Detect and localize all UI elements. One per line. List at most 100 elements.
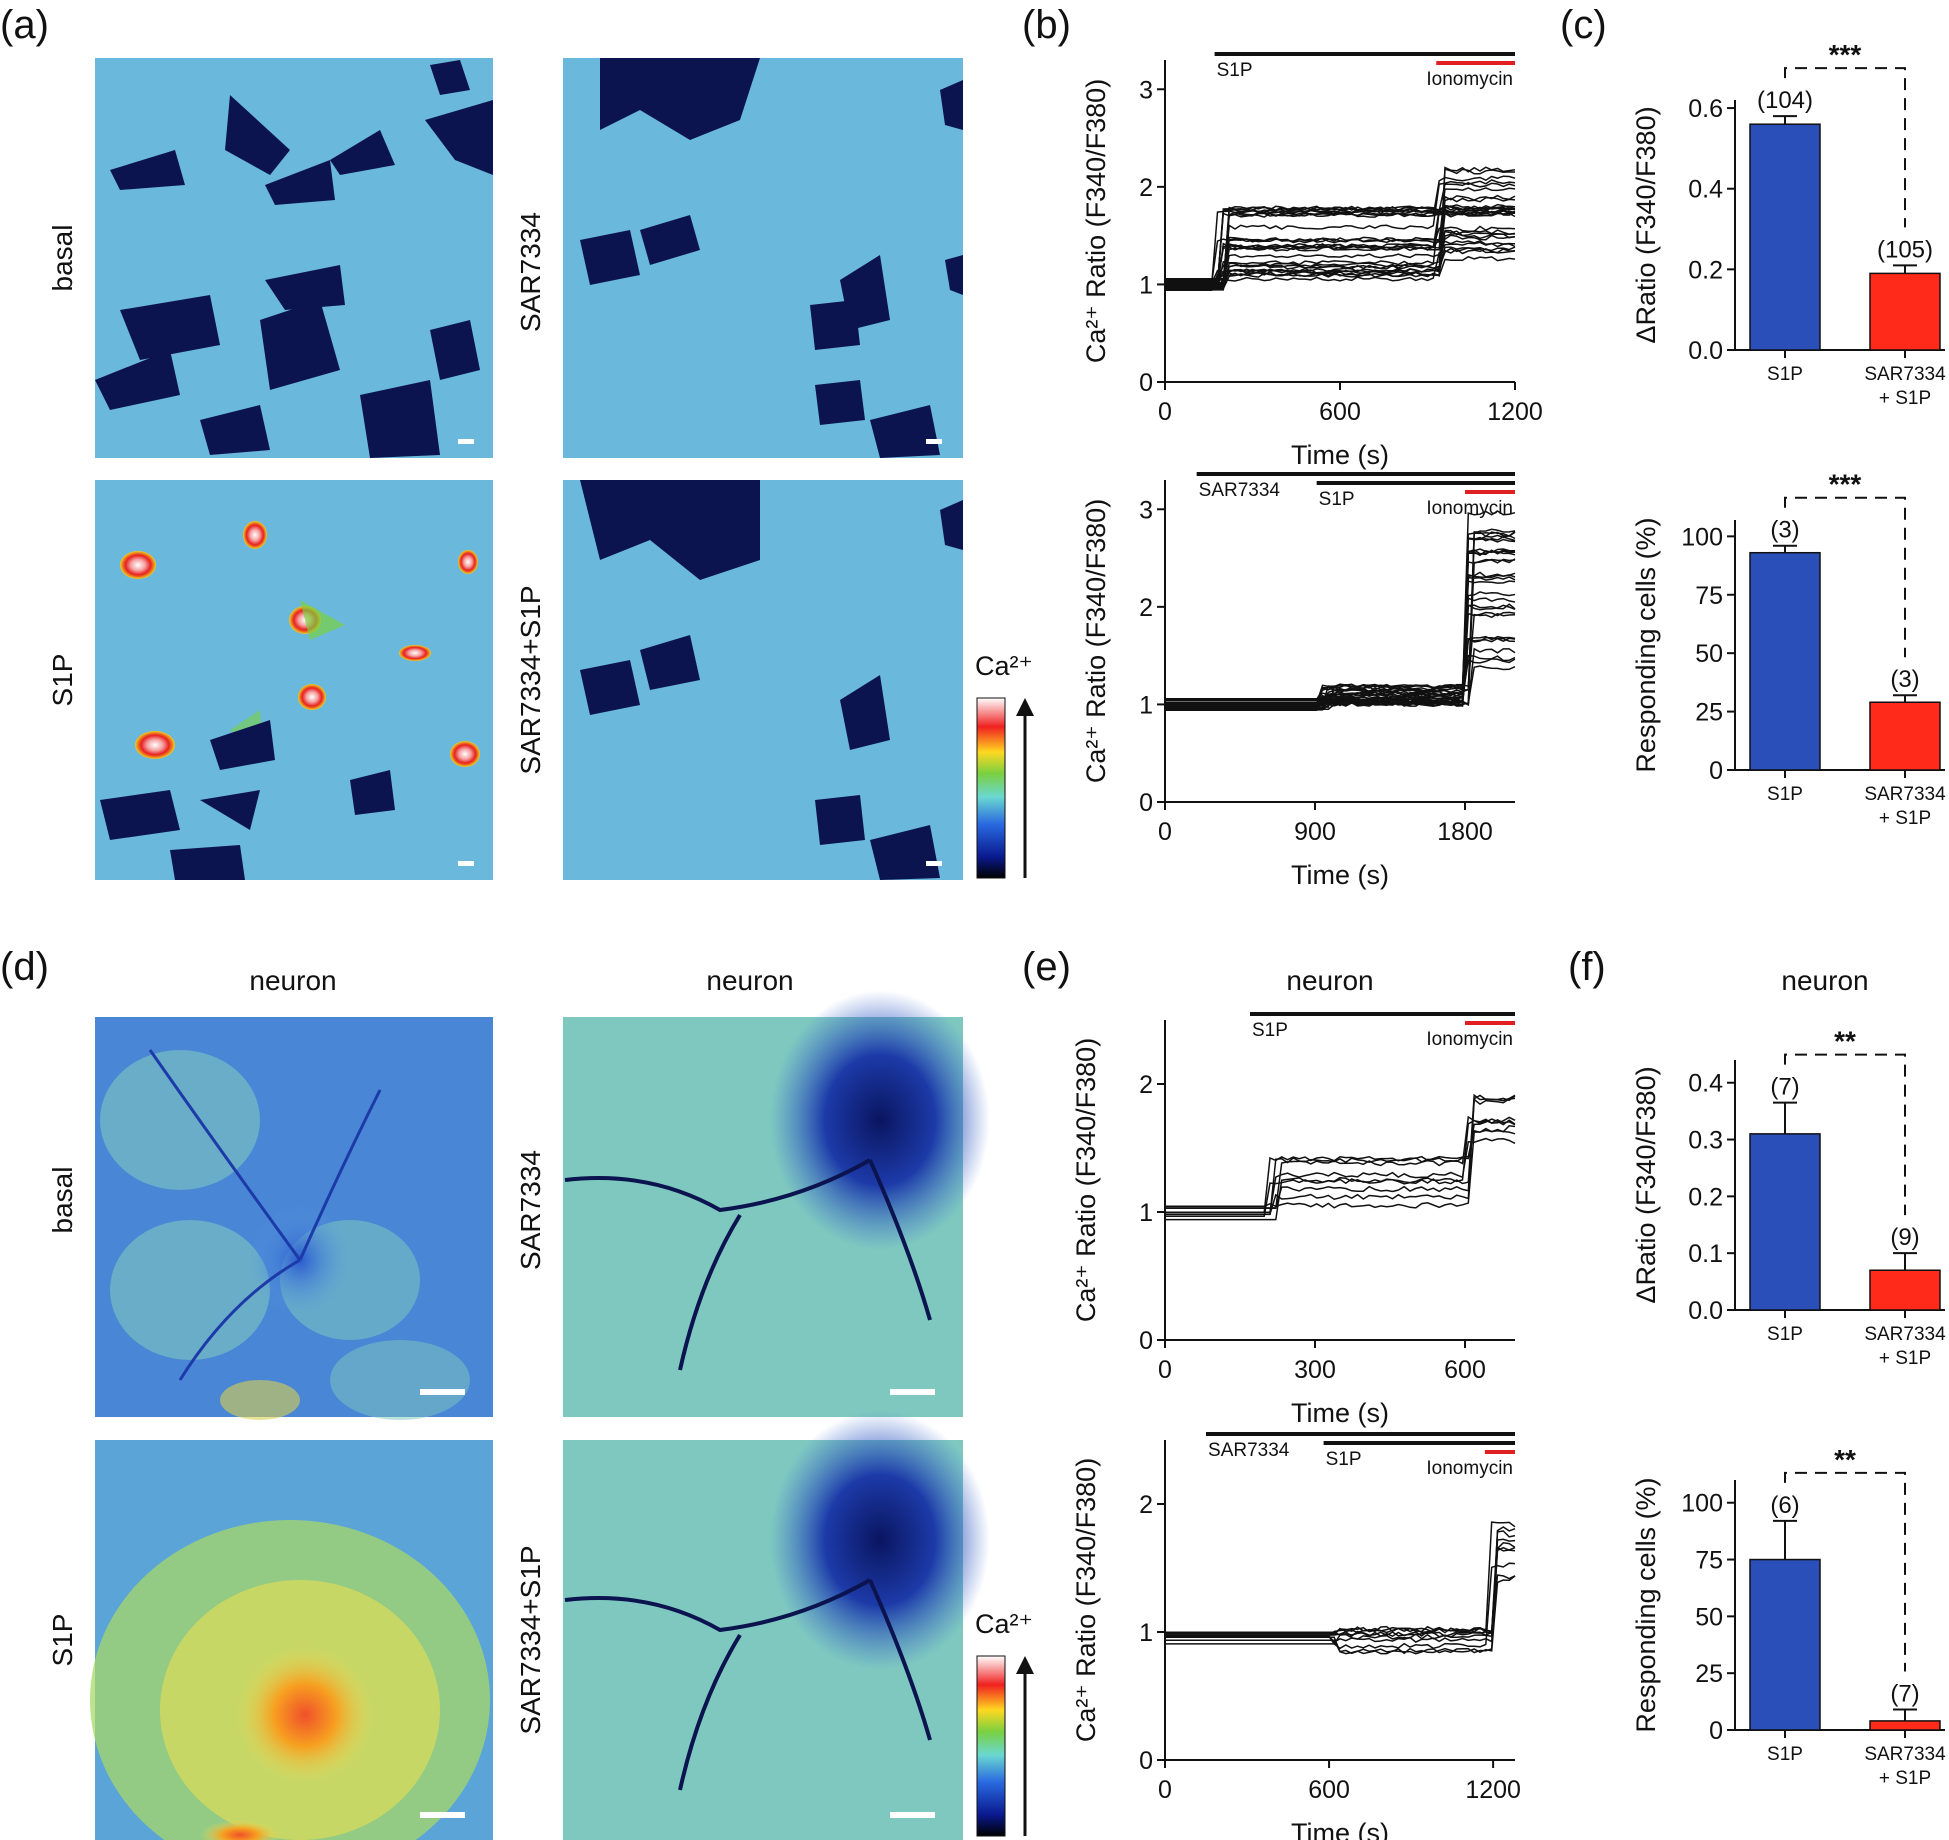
trace-line [1165,1521,1516,1638]
trace-line [1165,1115,1516,1209]
bar [1749,1558,1821,1731]
trace-line [1165,1125,1516,1214]
axes [1164,480,1515,803]
significance-bracket [1784,496,1906,658]
y-tick-label: 0 [1139,789,1153,817]
y-tick-label: 25 [1695,699,1723,727]
image-a-basal [95,58,493,458]
y-axis-label: ΔRatio (F340/F380) [1631,1066,1661,1303]
image-a-sar7334 [563,58,963,458]
image-d-basal [95,1017,493,1420]
stimulus-label: Ionomycin [1426,69,1513,90]
y-tick-label: 0.0 [1688,337,1723,365]
panel-label-c: (c) [1560,3,1607,47]
y-tick-label: 100 [1681,1490,1723,1518]
header-neuron-d1: neuron [249,965,336,996]
y-tick-label: 0.3 [1688,1127,1723,1155]
trace-line [1165,204,1516,286]
x-tick-label: 0 [1158,398,1172,426]
y-tick-label: 3 [1139,76,1153,104]
stimulus-label: Ionomycin [1426,1458,1513,1479]
y-tick-label: 0 [1139,369,1153,397]
trace-line [1165,571,1516,704]
y-axis-label: ΔRatio (F340/F380) [1631,106,1661,343]
bar [1749,1133,1821,1311]
y-tick-label: 1 [1139,691,1153,719]
label-basal-d: basal [47,1167,78,1234]
chart-f-bottom: 0 25 50 75 100 Responding cells (%) (6) S1P (7) S… [1631,1444,1946,1789]
colorbar-d: Ca²⁺ [975,1609,1034,1837]
category-label: + S1P [1879,1768,1931,1789]
panel-label-b: (b) [1022,3,1071,47]
category-label: S1P [1767,1744,1803,1765]
y-tick-label: 75 [1695,1547,1723,1575]
trace-line [1165,536,1516,707]
panel-label-e: (e) [1022,945,1071,989]
significance-bracket [1784,67,1906,228]
x-tick-label: 600 [1308,1776,1350,1804]
category-label: S1P [1767,1324,1803,1345]
y-axis-label: Responding cells (%) [1631,1477,1661,1732]
y-axis-label: Ca²⁺ Ratio (F340/F380) [1081,79,1111,363]
colorbar-a: Ca²⁺ [975,651,1034,879]
category-label: S1P [1767,784,1803,805]
trace-line [1165,241,1516,284]
chart-e-bottom: 0 1 2 0 600 1200 Time (s) Ca²⁺ Ratio (F340/F380… [1071,1432,1521,1840]
stimulus-label: SAR7334 [1208,1440,1290,1461]
header-neuron-d2: neuron [706,965,793,996]
trace-line [1165,1137,1516,1213]
n-label: (105) [1877,236,1933,263]
image-a-sar7334-s1p [563,480,963,880]
significance-stars: *** [1829,39,1862,70]
chart-b-bottom: 0 1 2 3 0 900 1800 Time (s) Ca²⁺ Ratio (F340/F38… [1081,472,1516,890]
y-axis-label: Ca²⁺ Ratio (F340/F380) [1081,499,1111,783]
label-sar7334-s1p-d: SAR7334+S1P [515,1545,546,1734]
label-s1p-a: S1P [47,654,78,707]
category-label: + S1P [1879,808,1931,829]
bar [1749,551,1821,771]
trace-line [1165,1118,1516,1216]
image-d-sar7334 [563,990,990,1417]
y-tick-label: 1 [1139,1199,1153,1227]
y-tick-label: 0.0 [1688,1297,1723,1325]
colorbar-label-d: Ca²⁺ [975,1609,1033,1639]
x-axis-label: Time (s) [1291,1818,1389,1840]
y-tick-label: 0.2 [1688,256,1723,284]
y-tick-label: 0 [1709,757,1723,785]
image-a-s1p [95,480,493,880]
y-tick-label: 1 [1139,1619,1153,1647]
x-tick-label: 900 [1294,818,1336,846]
chart-c-top: 0.0 0.2 0.4 0.6 ΔRatio (F340/F380) (104) S1P (1… [1631,39,1946,409]
chart-c-bottom: 0 25 50 75 100 Responding cells (%) (3) S1P (3) S… [1631,469,1946,829]
label-sar7334-d: SAR7334 [515,1150,546,1270]
n-label: (9) [1890,1224,1919,1251]
x-tick-label: 600 [1319,398,1361,426]
trace-line [1165,255,1516,290]
category-label: SAR7334 [1864,1744,1946,1765]
bar [1749,123,1821,351]
significance-bracket [1784,1053,1906,1216]
category-label: SAR7334 [1864,364,1946,385]
trace-line [1165,208,1516,286]
trace-line [1165,1097,1516,1215]
stimulus-label: SAR7334 [1199,480,1281,501]
y-tick-label: 0.4 [1688,176,1723,204]
x-tick-label: 1800 [1437,818,1493,846]
y-tick-label: 0.1 [1688,1240,1723,1268]
panel-label-d: (d) [0,945,49,989]
panel-label-a: (a) [0,3,49,47]
y-axis-label: Ca²⁺ Ratio (F340/F380) [1071,1038,1101,1322]
trace-line [1165,1575,1516,1655]
trace-line [1165,1546,1516,1634]
x-tick-label: 600 [1444,1356,1486,1384]
category-label: SAR7334 [1864,1324,1946,1345]
chart-b-top: 0 1 2 3 0 600 1200 Time (s) Ca²⁺ Ratio (F340/F38… [1081,52,1543,470]
y-axis-label: Responding cells (%) [1631,517,1661,772]
stimulus-label: S1P [1319,489,1355,510]
trace-line [1165,179,1516,291]
y-tick-label: 2 [1139,594,1153,622]
trace-line [1165,1526,1516,1644]
bar [1869,701,1941,771]
y-tick-label: 3 [1139,496,1153,524]
